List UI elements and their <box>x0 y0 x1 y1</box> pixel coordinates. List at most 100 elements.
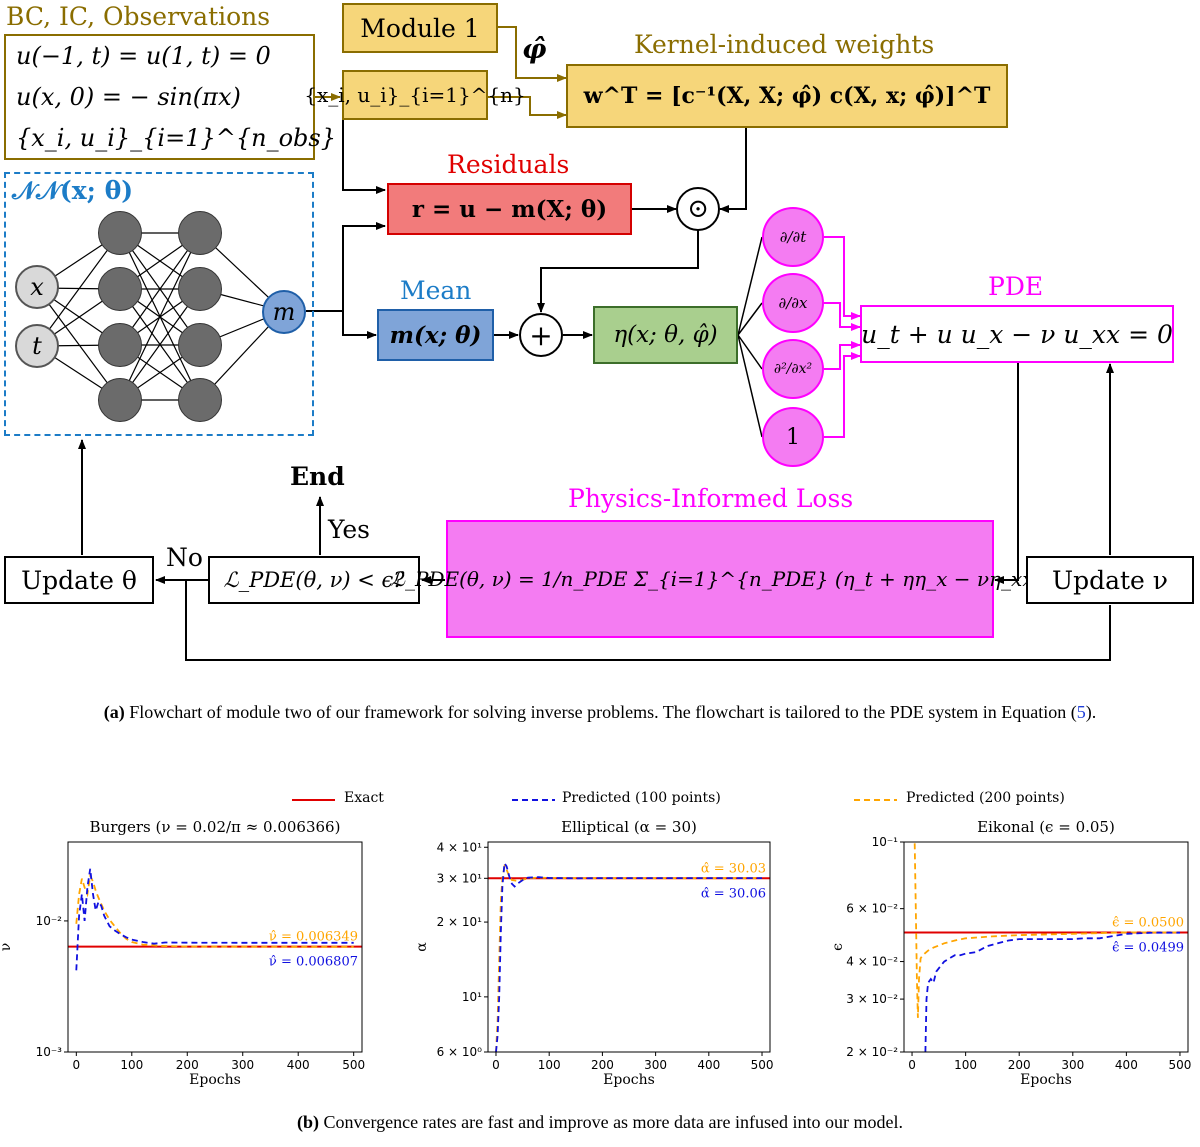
estimate-annotation: ϵ̂ = 0.0499 <box>1112 940 1184 955</box>
bc-line3: {x_i, u_i}_{i=1}^{n_obs} <box>16 123 336 152</box>
y-tick-label: 4 × 10⁻² <box>846 955 898 969</box>
x-tick-label: 400 <box>697 1058 720 1072</box>
x-tick-label: 100 <box>954 1058 977 1072</box>
nn-hidden-node <box>98 211 142 255</box>
x-tick-label: 0 <box>908 1058 916 1072</box>
estimate-annotation: ν̂ = 0.006349 <box>269 930 358 945</box>
arrow-dt-to-pde <box>824 236 861 320</box>
hadamard-node: ⊙ <box>676 187 720 231</box>
nn-hidden-node <box>178 323 222 367</box>
x-tick-label: 400 <box>287 1058 310 1072</box>
x-tick-label: 200 <box>176 1058 199 1072</box>
caption-a-tail: ). <box>1085 702 1097 722</box>
residuals-box: r = u − m(X; θ) <box>387 183 632 235</box>
y-tick-label: 4 × 10¹ <box>437 840 483 854</box>
data-box: {x_i, u_i}_{i=1}^{n} <box>304 70 526 120</box>
chart-title: Burgers (ν = 0.02/π ≈ 0.006366) <box>90 818 341 836</box>
x-axis-label: Epochs <box>1020 1072 1072 1088</box>
y-tick-label: 10⁻² <box>36 914 63 928</box>
plot-frame <box>67 841 363 1053</box>
nn-title: 𝒩𝒩(x; θ) <box>12 176 134 205</box>
kernel-box: w^T = [c⁻¹(X, X; φ̂) c(X, x; φ̂)]^T <box>566 64 1008 128</box>
no-label: No <box>166 543 203 572</box>
y-tick-label: 3 × 10⁻² <box>846 992 898 1006</box>
caption-a: (a) Flowchart of module two of our frame… <box>10 700 1190 724</box>
y-tick-label: 3 × 10¹ <box>437 871 483 885</box>
x-tick-label: 0 <box>492 1058 500 1072</box>
arrow-pde-to-loss <box>994 362 1019 584</box>
loss-box: ℒ_PDE(θ, ν) = 1/n_PDE Σ_{i=1}^{n_PDE} (η… <box>391 520 1049 638</box>
caption-b: (b) Convergence rates are fast and impro… <box>10 1112 1190 1133</box>
operator-dt: ∂/∂t <box>762 207 824 267</box>
pde-title: PDE <box>988 272 1044 301</box>
module1-box: Module 1 <box>342 3 498 53</box>
arrow-m-to-mean <box>342 311 376 336</box>
kernel-title: Kernel-induced weights <box>634 30 935 59</box>
nn-hidden-node <box>178 267 222 311</box>
legend-pred200-swatch <box>854 799 897 801</box>
sum-node: + <box>519 313 563 357</box>
update-nu-box: Update ν <box>1026 556 1194 604</box>
operator-dx: ∂/∂x <box>762 273 824 333</box>
estimate-annotation: α̂ = 30.03 <box>701 861 766 876</box>
chart-burgers: Burgers (ν = 0.02/π ≈ 0.006366) 0 100 200 30… <box>0 818 365 1088</box>
y-tick-label: 2 × 10⁻² <box>846 1045 898 1059</box>
arrow-data-to-kernel <box>488 96 567 119</box>
caption-b-label: (b) <box>297 1112 320 1132</box>
chart-elliptical: Elliptical (α = 30) 0 100 200 300 400 500 4 × 1… <box>414 818 774 1088</box>
nn-output-m: m <box>262 290 306 334</box>
x-axis-label: Epochs <box>603 1072 655 1088</box>
x-tick-label: 500 <box>1169 1058 1192 1072</box>
operator-dxx: ∂²/∂x² <box>762 339 824 399</box>
arrow-data-to-residuals <box>342 118 386 194</box>
nn-frame <box>4 172 314 436</box>
estimate-annotation: ϵ̂ = 0.0500 <box>1112 915 1184 930</box>
chart-title: Eikonal (ϵ = 0.05) <box>977 818 1115 836</box>
nn-hidden-node <box>98 323 142 367</box>
update-theta-box: Update θ <box>4 556 154 604</box>
bc-box: u(−1, t) = u(1, t) = 0 u(x, 0) = − sin(π… <box>4 34 336 160</box>
plot-frame <box>487 841 771 1053</box>
x-tick-label: 200 <box>1008 1058 1031 1072</box>
x-tick-label: 400 <box>1115 1058 1138 1072</box>
chart-eikonal: Eikonal (ϵ = 0.05) 0 100 200 300 400 500 10⁻¹ 6 … <box>830 818 1192 1088</box>
estimate-annotation: ν̂ = 0.006807 <box>269 955 358 970</box>
y-tick-label: 6 × 10⁻² <box>846 902 898 916</box>
series-pred200 <box>913 843 1180 1018</box>
bc-line1: u(−1, t) = u(1, t) = 0 <box>16 42 271 71</box>
y-axis-label: α <box>414 942 430 952</box>
chart-title: Elliptical (α = 30) <box>561 818 697 836</box>
y-tick-label: 2 × 10¹ <box>437 915 483 929</box>
legend-pred200: Predicted (200 points) <box>906 790 1065 806</box>
x-tick-label: 500 <box>751 1058 774 1072</box>
x-tick-label: 300 <box>1061 1058 1084 1072</box>
caption-a-text: Flowchart of module two of our framework… <box>129 702 1077 722</box>
series-pred100 <box>495 860 762 1053</box>
x-tick-label: 100 <box>538 1058 561 1072</box>
arrow-dx-to-pde <box>824 302 861 331</box>
estimate-annotation: α̂ = 30.06 <box>701 886 766 901</box>
y-tick-label: 10⁻³ <box>36 1045 63 1059</box>
y-tick-label: 10¹ <box>462 990 482 1004</box>
legend-pred100: Predicted (100 points) <box>562 790 721 806</box>
bc-line2: u(x, 0) = − sin(πx) <box>16 82 241 111</box>
loop-no-to-update-nu <box>185 580 1111 661</box>
legend-exact-swatch <box>292 799 335 801</box>
arrow-one-to-pde <box>824 352 861 438</box>
mean-box: m(x; θ) <box>377 309 494 361</box>
plot-frame <box>903 841 1189 1053</box>
legend-pred100-swatch <box>512 799 555 801</box>
x-tick-label: 500 <box>342 1058 365 1072</box>
arrow-m-out <box>306 222 386 312</box>
mean-title: Mean <box>400 276 472 305</box>
arrow-kernel-to-odot <box>719 128 747 213</box>
caption-b-text: Convergence rates are fast and improve a… <box>323 1112 903 1132</box>
x-tick-label: 0 <box>73 1058 81 1072</box>
x-tick-label: 300 <box>644 1058 667 1072</box>
nn-input-t: t <box>15 324 59 368</box>
y-tick-label: 6 × 10⁰ <box>437 1045 483 1059</box>
residuals-title: Residuals <box>447 150 570 179</box>
end-label: End <box>290 462 345 491</box>
caption-a-label: (a) <box>103 702 125 722</box>
caption-a-ref[interactable]: 5 <box>1076 702 1086 722</box>
